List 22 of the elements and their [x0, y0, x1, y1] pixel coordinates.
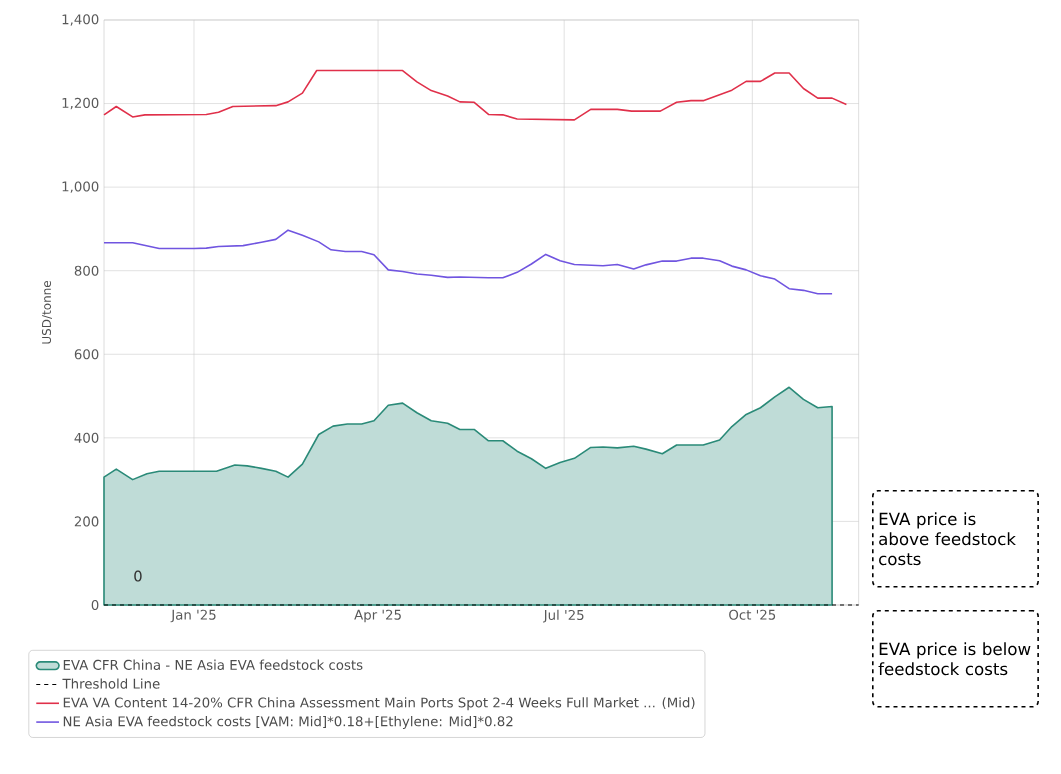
y-tick-label: 600	[74, 349, 99, 360]
y-tick-label: 1,200	[62, 97, 99, 110]
x-tick-label: Apr '25	[354, 609, 401, 623]
y-tick-label: 0	[91, 599, 99, 611]
x-tick-label: Jul '25	[543, 609, 584, 623]
y-tick-label: 400	[74, 432, 99, 443]
text: EVA price is below feedstock costs	[878, 642, 1031, 676]
y-axis-title: USD/tonne	[41, 280, 52, 344]
y-tick-label: 200	[74, 516, 99, 527]
legend-label: NE Asia EVA feedstock costs [VAM: Mid]*0.18+[Ethylene: Mid]*0.82	[63, 716, 513, 729]
legend-label: EVA VA Content 14-20% CFR China Assessment Main Ports Spot 2-4 Weeks Full Market ... (Mid)	[63, 697, 695, 711]
y-tick-label: 1,000	[62, 181, 99, 193]
legend-label: EVA CFR China - NE Asia EVA feedstock costs	[63, 659, 363, 670]
x-tick-label: Oct '25	[729, 609, 776, 620]
annotation: 0	[134, 570, 142, 582]
line-series	[103, 69, 848, 121]
y-tick-label: 800	[74, 265, 99, 276]
legend-label: Threshold Line	[62, 678, 160, 689]
line-series	[103, 229, 833, 295]
text: EVA price is above feedstock costs	[879, 512, 1016, 566]
x-tick-label: Jan '25	[170, 609, 216, 623]
y-tick-label: 1,400	[62, 14, 99, 26]
